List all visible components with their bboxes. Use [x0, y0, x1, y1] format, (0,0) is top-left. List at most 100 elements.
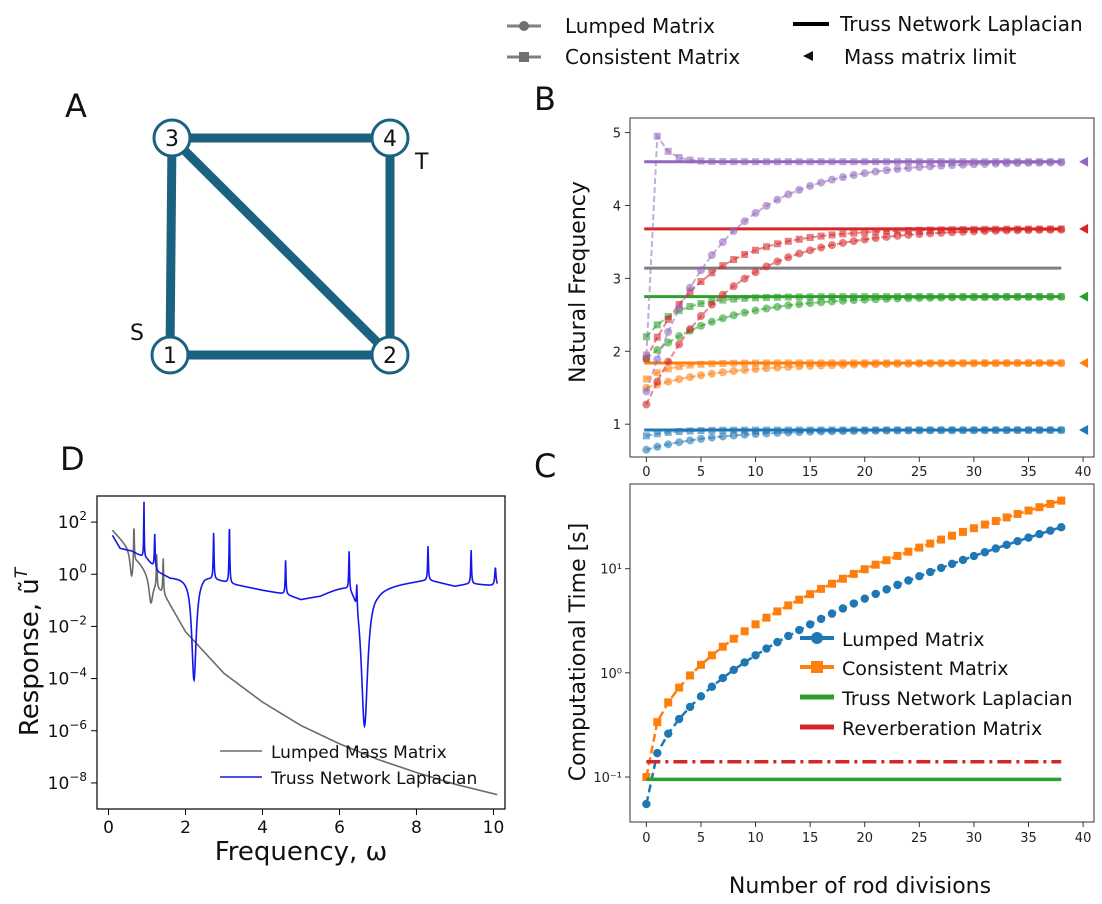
x-tick-label-25: 25 [911, 465, 928, 480]
plot-frame [629, 483, 1095, 823]
lumped-point-mode-2 [893, 359, 902, 368]
y-tick-exp-1: 0 [79, 561, 87, 575]
x-tick-label-8: 8 [411, 818, 422, 838]
consistent-point-mode-4 [752, 246, 760, 254]
y-tick-label-2: 10⁻¹ [593, 771, 622, 786]
consistent-point-mode-1 [697, 427, 705, 435]
series-point-0 [795, 625, 804, 635]
consistent-point-mode-5 [904, 158, 912, 166]
lumped-point-mode-4 [991, 226, 1000, 235]
series-point-1 [937, 535, 946, 544]
lumped-point-mode-1 [817, 427, 826, 436]
lumped-point-mode-5 [751, 208, 760, 217]
consistent-point-mode-5 [762, 158, 770, 166]
computational-time-chart: 0 5 10 15 20 25 30 35 40 10¹ 10⁰ 10⁻¹ Computational… [566, 483, 1095, 846]
consistent-point-mode-5 [642, 351, 650, 359]
y-tick-label-1: 1 [613, 418, 621, 433]
lumped-point-mode-3 [904, 294, 913, 303]
lumped-point-mode-1 [860, 426, 869, 435]
y-tick-label-1: 100 [58, 561, 87, 585]
series-point-1 [686, 671, 695, 680]
x-tick-label-0: 0 [642, 465, 650, 480]
consistent-point-mode-2 [675, 363, 683, 371]
x-tick-label-20: 20 [856, 465, 873, 480]
lumped-point-mode-2 [817, 361, 826, 370]
legend-laplacian-label: Truss Network Laplacian [270, 769, 477, 789]
lumped-point-mode-3 [784, 301, 793, 310]
top-legend: Lumped Matrix Consistent Matrix Truss Ne… [507, 12, 1083, 69]
lumped-point-mode-1 [751, 429, 760, 438]
consistent-point-mode-5 [730, 158, 738, 166]
series-point-0 [1013, 536, 1022, 546]
truss-graph: 1 2 3 4 S T [130, 118, 429, 375]
consistent-point-mode-1 [664, 428, 672, 436]
lumped-point-mode-2 [762, 364, 771, 373]
lumped-point-mode-3 [675, 332, 684, 341]
lumped-point-mode-3 [707, 317, 716, 326]
lumped-point-mode-1 [762, 429, 771, 438]
x-tick-label-20: 20 [856, 831, 873, 846]
lumped-point-mode-1 [827, 427, 836, 436]
series-point-1 [827, 579, 836, 588]
lumped-point-mode-2 [718, 368, 727, 377]
shared-x-axis-label: Number of rod divisions [729, 874, 991, 899]
lumped-point-mode-5 [762, 201, 771, 210]
lumped-point-mode-5 [773, 195, 782, 204]
x-tick-label-0: 0 [103, 818, 114, 838]
consistent-point-mode-4 [904, 227, 912, 235]
consistent-point-mode-2 [752, 359, 760, 367]
lumped-point-mode-5 [991, 159, 1000, 168]
lumped-point-mode-3 [795, 300, 804, 309]
series-point-1 [904, 547, 913, 556]
series-point-1 [882, 556, 891, 565]
legend-consistent-label: Consistent Matrix [842, 658, 1009, 680]
lumped-point-mode-2 [948, 359, 957, 368]
lumped-point-mode-3 [718, 314, 727, 323]
lumped-point-mode-4 [871, 234, 880, 243]
lumped-point-mode-2 [696, 371, 705, 380]
lumped-point-mode-1 [653, 442, 662, 451]
consistent-point-mode-5 [893, 158, 901, 166]
lumped-point-mode-5 [860, 169, 869, 178]
lumped-point-mode-3 [871, 295, 880, 304]
x-tick-label-35: 35 [1020, 465, 1037, 480]
consistent-point-mode-4 [730, 256, 738, 264]
consistent-point-mode-4 [817, 232, 825, 240]
lumped-point-mode-1 [784, 428, 793, 437]
lumped-point-mode-4 [817, 243, 826, 252]
x-tick-label-30: 30 [966, 465, 983, 480]
lumped-point-mode-2 [1046, 359, 1055, 368]
consistent-point-mode-3 [741, 294, 749, 302]
lumped-point-mode-5 [806, 181, 815, 190]
legend-consistent-marker [519, 52, 529, 62]
consistent-point-mode-5 [784, 158, 792, 166]
lumped-point-mode-2 [937, 359, 946, 368]
consistent-point-mode-5 [653, 132, 661, 140]
natural-frequency-chart: 0 5 10 15 20 25 30 35 40 1 2 3 4 5 Natural Frequency [566, 117, 1095, 480]
series-point-1 [926, 539, 935, 548]
consistent-point-mode-4 [872, 228, 880, 236]
lumped-point-mode-3 [948, 293, 957, 302]
consistent-point-mode-3 [828, 293, 836, 301]
series-point-1 [718, 642, 727, 651]
series-point-1 [1046, 499, 1055, 508]
response-curve-1 [111, 501, 499, 729]
lumped-point-mode-5 [707, 251, 716, 260]
consistent-point-mode-4 [686, 288, 694, 296]
graph-node-1 [150, 335, 190, 375]
x-tick-label-5: 5 [697, 831, 705, 846]
consistent-point-mode-5 [872, 158, 880, 166]
lumped-point-mode-4 [969, 227, 978, 236]
lumped-point-mode-2 [806, 361, 815, 370]
series-point-0 [882, 585, 891, 594]
plot-frame [96, 495, 506, 810]
lumped-point-mode-4 [915, 230, 924, 239]
lumped-point-mode-2 [1035, 359, 1044, 368]
series-point-0 [762, 644, 771, 653]
mass-matrix-limit-mode-4 [1079, 223, 1089, 234]
consistent-point-mode-4 [664, 315, 672, 323]
lumped-point-mode-4 [904, 230, 913, 239]
legend-consistent-marker [811, 661, 823, 673]
consistent-point-mode-5 [697, 157, 705, 165]
lumped-point-mode-4 [675, 340, 684, 349]
